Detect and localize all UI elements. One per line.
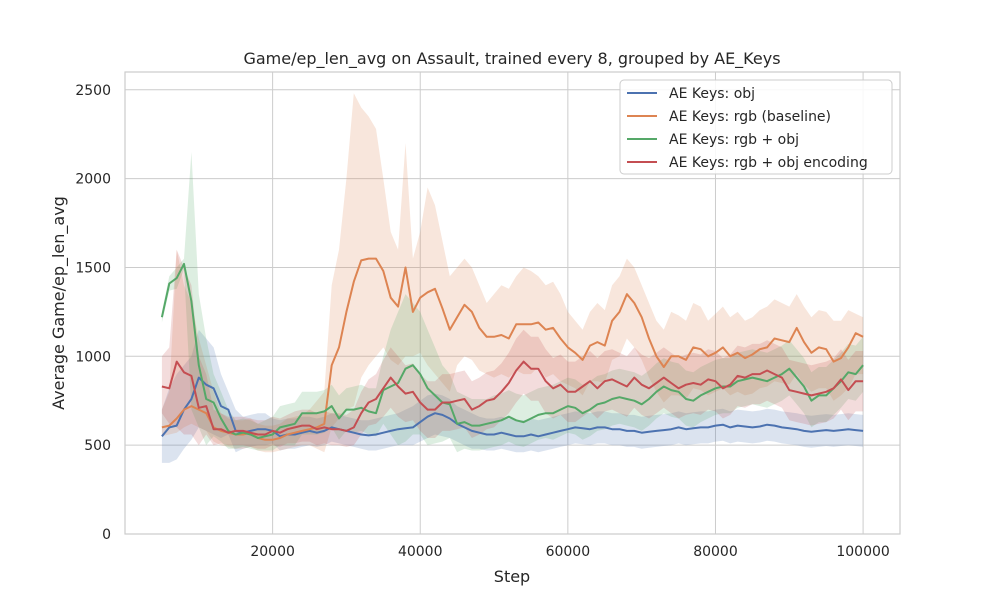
x-tick-label: 100000 xyxy=(836,544,889,560)
x-tick-label: 60000 xyxy=(546,544,591,560)
y-axis-label: Average Game/ep_len_avg xyxy=(49,196,69,410)
y-tick-label: 500 xyxy=(84,438,111,454)
x-tick-label: 40000 xyxy=(398,544,443,560)
legend-label: AE Keys: obj xyxy=(669,86,755,102)
x-tick-label: 80000 xyxy=(693,544,738,560)
y-tick-labels: 0 500 1000 1500 2000 2500 xyxy=(75,83,111,543)
x-axis-label: Step xyxy=(494,567,530,586)
confidence-band-2 xyxy=(161,93,864,453)
series-line-3 xyxy=(160,262,864,439)
series-lines xyxy=(160,257,864,441)
confidence-band-3 xyxy=(161,152,864,453)
x-tick-labels: 20000 40000 60000 80000 100000 xyxy=(250,544,889,560)
x-tick-label: 20000 xyxy=(250,544,295,560)
legend-label: AE Keys: rgb + obj encoding xyxy=(669,155,868,171)
legend: AE Keys: obj AE Keys: rgb (baseline) AE Ke… xyxy=(619,79,893,175)
legend-label: AE Keys: rgb (baseline) xyxy=(669,109,831,125)
legend-label: AE Keys: rgb + obj xyxy=(669,132,799,148)
chart-title: Game/ep_len_avg on Assault, trained ever… xyxy=(243,49,780,69)
y-tick-label: 0 xyxy=(102,527,111,543)
series-line-4 xyxy=(161,360,864,436)
series-line-1 xyxy=(161,376,864,438)
y-tick-label: 2000 xyxy=(75,172,111,188)
y-tick-label: 1500 xyxy=(75,260,111,276)
y-tick-label: 1000 xyxy=(75,349,111,365)
series-line-2 xyxy=(161,257,864,441)
plot-frame xyxy=(124,71,901,535)
legend-box xyxy=(619,79,893,175)
y-tick-label: 2500 xyxy=(75,83,111,99)
